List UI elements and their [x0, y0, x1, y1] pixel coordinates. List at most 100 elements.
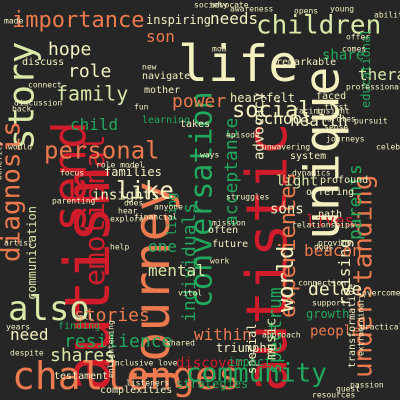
word-community: community: [186, 358, 327, 389]
word-therapy: therapy: [358, 64, 400, 84]
word-offering: offering: [306, 186, 355, 198]
word-back: back: [12, 104, 32, 114]
word-work: work: [210, 256, 230, 266]
word-facing: facing: [294, 106, 323, 116]
word-practical: practical: [360, 322, 400, 332]
word-challenges: challenges: [12, 353, 241, 398]
word-ways: ways: [200, 150, 220, 160]
word-often: often: [208, 224, 239, 236]
word-inspiring: inspiring: [146, 13, 212, 28]
word-support: support: [312, 298, 346, 308]
word-sense: sense: [324, 122, 349, 132]
word-people: people: [310, 323, 361, 340]
word-shares: shares: [50, 345, 116, 367]
word-despite: despite: [10, 348, 44, 358]
word-episode: episode: [226, 130, 260, 140]
word-focus: focus: [60, 168, 85, 178]
word-financial: financial: [134, 212, 178, 222]
word-children: children: [256, 10, 382, 41]
word-offer: offer: [346, 32, 371, 42]
word-insights: insights: [92, 187, 160, 204]
word-growth: growth: [306, 307, 350, 322]
word-passion: passion: [350, 380, 384, 390]
word-finding: finding: [58, 320, 101, 332]
word-strategies: strategies: [176, 377, 249, 392]
word-unwavering: unwavering: [262, 142, 311, 152]
word-delve: delve: [308, 279, 363, 301]
word-discover: discover: [176, 355, 244, 372]
word-fun: fun: [134, 102, 149, 112]
word-pursuit: pursuit: [354, 116, 388, 126]
word-first: first: [324, 102, 349, 112]
word-sons: sons: [270, 201, 304, 218]
word-learning: learning: [142, 114, 191, 126]
word-also: also: [8, 289, 90, 330]
word-takes: takes: [180, 118, 211, 130]
word-child: child: [70, 114, 119, 134]
word-well: well: [74, 312, 94, 322]
word-hurdles: hurdles: [322, 114, 356, 124]
word-system: system: [290, 150, 327, 162]
word-needs: needs: [210, 8, 259, 28]
word-lives: lives: [306, 210, 355, 230]
word-celebrate: celebrate: [376, 142, 400, 152]
word-listeners: listeners: [126, 378, 170, 388]
word-discussion: discussion: [14, 98, 63, 108]
word-impact: impact: [228, 355, 272, 370]
word-remarkable: remarkable: [276, 56, 337, 68]
word-discuss: discuss: [22, 56, 65, 68]
word-within: within: [194, 324, 252, 344]
word-importance: importance: [12, 7, 145, 33]
word-health: health: [290, 110, 348, 130]
word-inclusive-love: inclusive love: [110, 358, 178, 368]
word-insight: insight: [316, 106, 350, 116]
word-guest: guest: [336, 384, 361, 394]
word-school: school: [254, 108, 312, 128]
word-profound: profound: [320, 174, 369, 186]
word-mother: mother: [144, 84, 181, 96]
word-journeys: journeys: [326, 134, 365, 144]
word-hear: hear: [118, 206, 138, 216]
word-benefits: benefits: [0, 141, 4, 180]
word-connect: connect: [28, 80, 62, 90]
word-vital: vital: [178, 288, 203, 298]
word-families: families: [104, 165, 162, 180]
word-mental: mental: [148, 260, 206, 280]
word-would: would: [8, 142, 33, 152]
word-one: one: [148, 236, 177, 256]
word-connection: connection: [298, 278, 347, 288]
word-share: share: [322, 47, 365, 64]
word-mom: mom: [212, 44, 227, 54]
word-provide: provide: [318, 238, 352, 248]
word-relationships: relationships: [292, 220, 355, 230]
word-communication: communication: [25, 206, 40, 300]
word-mission: mission: [212, 218, 246, 228]
word-path: path: [318, 208, 343, 220]
word-heartfelt: heartfelt: [230, 91, 296, 106]
word-light: light: [276, 173, 319, 190]
word-hope: hope: [48, 39, 92, 61]
word-does: does: [124, 198, 144, 208]
word-testament: testament: [54, 370, 109, 382]
word-life: life: [178, 35, 299, 93]
word-need: need: [10, 324, 49, 344]
word-faced: faced: [316, 90, 347, 102]
word-advocate: advocate: [210, 0, 249, 10]
word-power: power: [172, 91, 227, 113]
word-resilience: resilience: [64, 331, 173, 353]
word-anyone: anyone: [154, 202, 183, 212]
word-role-model: role model: [96, 160, 145, 170]
word-future: future: [212, 238, 249, 250]
word-young: young: [330, 4, 355, 14]
word-role: role: [68, 61, 112, 83]
word-explore: explore: [110, 214, 144, 224]
word-dynamics: dynamics: [292, 168, 331, 178]
word-enlightening: enlightening: [106, 320, 116, 378]
word-help: help: [110, 242, 130, 252]
word-opens: opens: [294, 6, 319, 16]
word-awareness: awareness: [230, 4, 274, 14]
word-resources: resources: [312, 390, 356, 400]
word-approach: approach: [262, 330, 301, 340]
word-years: years: [6, 322, 31, 332]
